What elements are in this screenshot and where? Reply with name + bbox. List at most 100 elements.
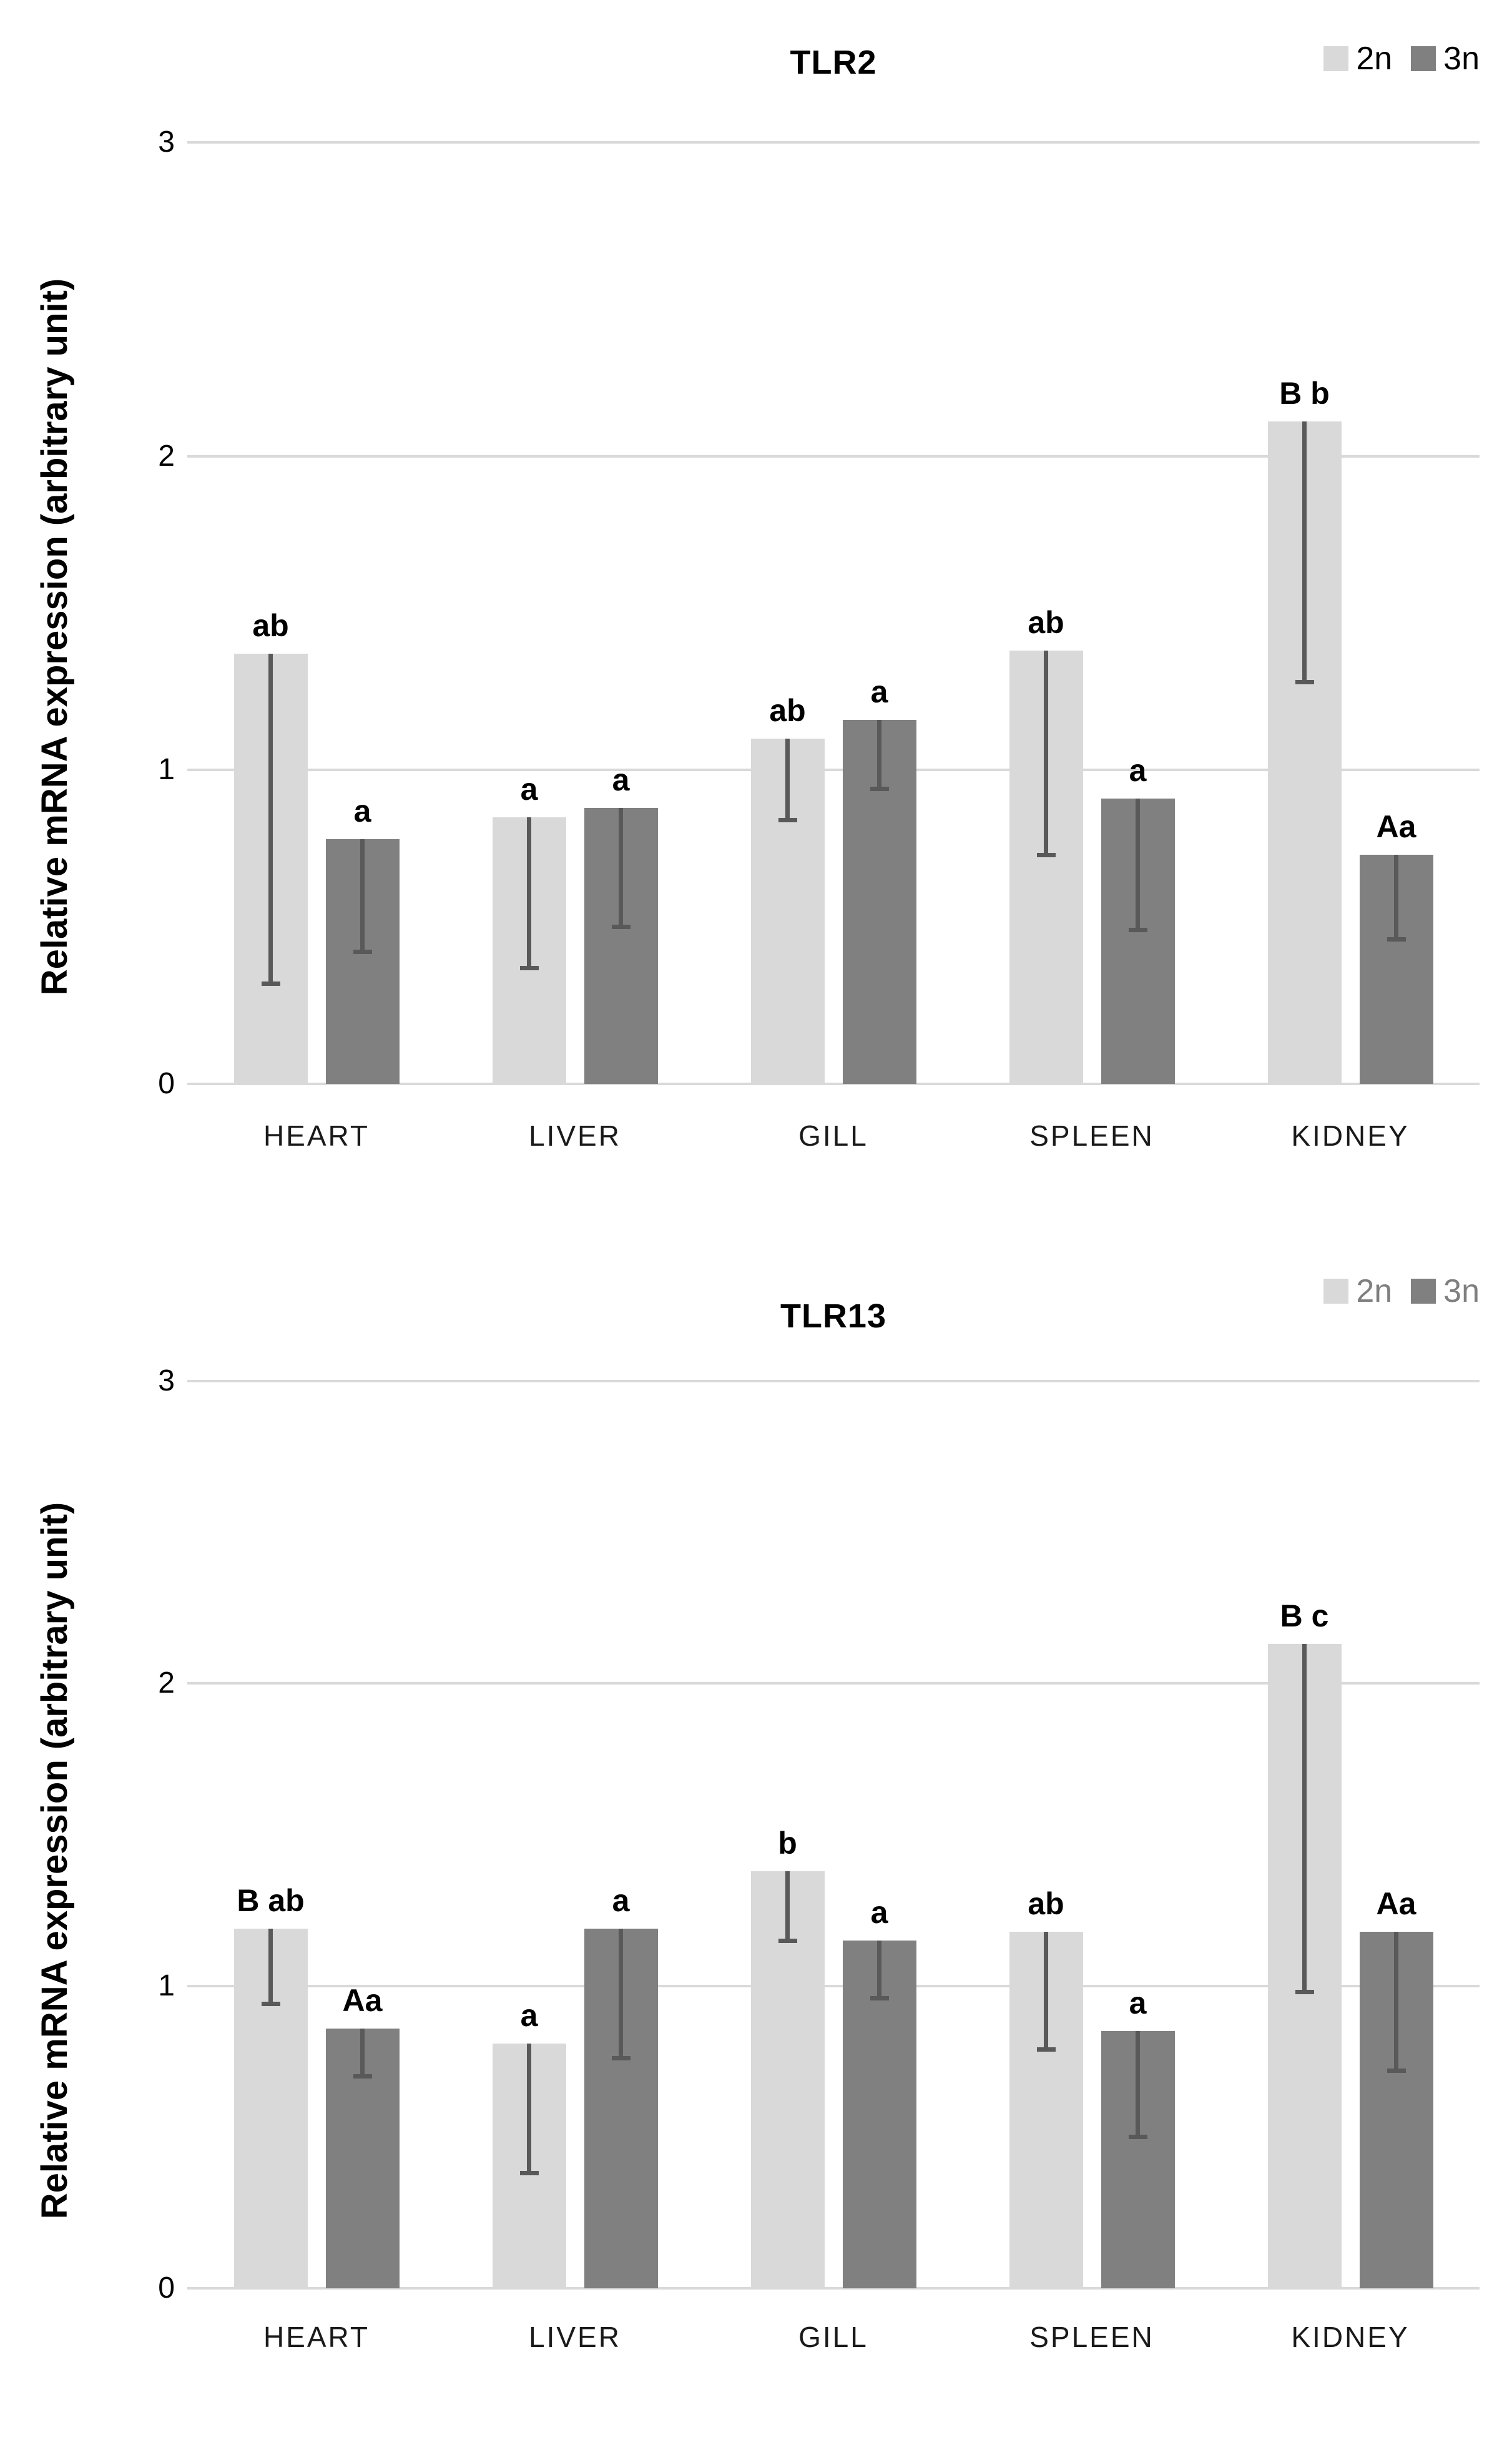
error-bar-tlr2-spleen-2n [1044,651,1048,855]
significance-label-tlr13-kidney-3n: Aa [1376,1886,1416,1921]
y-tick-label-2: 2 [158,1666,175,1700]
error-bar-tlr2-gill-2n [785,739,790,820]
y-tick-label-0: 0 [158,2271,175,2305]
significance-label-tlr2-heart-2n: ab [252,608,289,644]
error-bar-tlr13-gill-3n [877,1941,881,1999]
legend-label-3n: 3n [1443,1273,1480,1309]
error-bar-cap-tlr2-heart-3n [353,950,372,955]
category-label-kidney: KIDNEY [1291,1119,1410,1152]
chart-title-tlr2: TLR2 [790,43,877,81]
error-bar-cap-tlr2-kidney-2n [1295,680,1314,685]
figure-canvas: { "colors": { "bar_2n": "#d9d9d9", "bar_… [0,0,1512,2378]
significance-label-tlr13-heart-3n: Aa [342,1982,383,2018]
category-label-spleen: SPLEEN [1029,2321,1154,2353]
gridline-y2 [187,455,1480,458]
error-bar-tlr13-liver-2n [527,2043,531,2173]
error-bar-cap-tlr13-liver-2n [519,2171,539,2176]
category-label-kidney: KIDNEY [1291,2321,1410,2353]
significance-label-tlr2-kidney-2n: B b [1279,376,1330,411]
y-tick-label-1: 1 [158,1969,175,2002]
category-label-liver: LIVER [529,2321,621,2353]
y-tick-label-0: 0 [158,1067,175,1100]
y-tick-label-1: 1 [158,753,175,787]
significance-label-tlr13-spleen-3n: a [1129,1985,1147,2021]
error-bar-cap-tlr2-gill-2n [778,818,797,823]
error-bar-cap-tlr2-gill-3n [870,786,889,791]
error-bar-cap-tlr13-heart-3n [353,2074,372,2079]
error-bar-cap-tlr13-gill-3n [870,1995,889,2000]
legend-label-2n: 2n [1356,1273,1393,1309]
error-bar-tlr2-gill-3n [877,719,881,789]
legend-tlr13: 2n 3n [1323,1275,1480,1307]
chart-tlr13: 0 1 2 3 HEART B ab Aa LIVER a a GILL b a SPLEEN ab a KID… [0,1189,1512,2378]
error-bar-tlr2-spleen-3n [1136,798,1140,930]
error-bar-tlr2-heart-2n [268,654,273,984]
error-bar-cap-tlr2-heart-2n [261,981,280,986]
y-axis-title-tlr2: Relative mRNA expression (arbitrary unit… [34,278,75,996]
category-label-liver: LIVER [529,1119,621,1152]
error-bar-tlr13-spleen-2n [1044,1931,1048,2050]
significance-label-tlr2-liver-2n: a [520,771,538,807]
error-bar-cap-tlr13-spleen-3n [1128,2135,1147,2140]
plot-area-tlr13: 0 1 2 3 HEART B ab Aa LIVER a a GILL b a SPLEEN ab a KID… [0,1189,1512,2378]
error-bar-tlr2-liver-2n [527,817,531,968]
significance-label-tlr2-kidney-3n: Aa [1376,809,1416,845]
error-bar-tlr2-liver-3n [619,807,623,927]
error-bar-tlr13-spleen-3n [1136,2031,1140,2137]
error-bar-cap-tlr2-spleen-3n [1128,928,1147,933]
error-bar-tlr13-liver-3n [619,1928,623,2059]
error-bar-cap-tlr13-liver-3n [611,2056,631,2061]
plot-area-tlr2: 0 1 2 3 HEART ab a LIVER a a GILL ab a SPLEEN ab a KIDNE… [0,0,1512,1189]
chart-title-tlr13: TLR13 [780,1297,887,1335]
significance-label-tlr13-liver-2n: a [520,1997,538,2033]
error-bar-tlr13-gill-2n [785,1871,790,1941]
category-label-heart: HEART [263,2321,370,2353]
significance-label-tlr2-liver-3n: a [612,762,630,797]
gridline-y0 [187,1083,1480,1085]
error-bar-tlr13-kidney-3n [1394,1931,1398,2071]
error-bar-tlr2-heart-3n [360,839,365,952]
error-bar-tlr2-kidney-2n [1302,421,1307,682]
error-bar-cap-tlr13-kidney-2n [1295,1989,1314,1994]
category-label-heart: HEART [263,1119,370,1152]
significance-label-tlr2-gill-2n: ab [769,693,806,729]
gridline-y1 [187,769,1480,772]
significance-label-tlr2-heart-3n: a [353,793,371,829]
gridline-y2 [187,1682,1480,1685]
error-bar-tlr13-heart-3n [360,2028,365,2077]
chart-tlr2: 0 1 2 3 HEART ab a LIVER a a GILL ab a SPLEEN ab a KIDNE… [0,0,1512,1189]
category-label-gill: GILL [798,2321,868,2353]
y-tick-label-3: 3 [158,125,175,159]
error-bar-cap-tlr2-kidney-3n [1387,937,1406,942]
legend-label-2n: 2n [1356,41,1393,77]
error-bar-cap-tlr13-gill-2n [778,1938,797,1943]
error-bar-cap-tlr2-liver-2n [519,965,539,970]
significance-label-tlr13-liver-3n: a [612,1882,630,1918]
error-bar-cap-tlr13-spleen-2n [1036,2047,1056,2052]
significance-label-tlr13-spleen-2n: ab [1028,1886,1064,1921]
error-bar-tlr13-kidney-2n [1302,1644,1307,1992]
error-bar-tlr13-heart-2n [268,1928,273,2004]
significance-label-tlr2-spleen-2n: ab [1028,605,1064,641]
error-bar-cap-tlr13-kidney-3n [1387,2068,1406,2073]
y-axis-title-tlr13: Relative mRNA expression (arbitrary unit… [34,1502,75,2220]
gridline-y1 [187,1984,1480,1987]
significance-label-tlr13-kidney-2n: B c [1280,1598,1329,1634]
error-bar-cap-tlr2-spleen-2n [1036,852,1056,857]
gridline-y3 [187,140,1480,144]
legend-swatch-2n [1323,1279,1349,1304]
gridline-y0 [187,2287,1480,2290]
error-bar-cap-tlr2-liver-3n [611,925,631,930]
legend-swatch-3n [1411,46,1436,71]
error-bar-cap-tlr13-heart-2n [261,2002,280,2007]
legend-label-3n: 3n [1443,41,1480,77]
significance-label-tlr2-spleen-3n: a [1129,752,1147,788]
y-tick-label-2: 2 [158,439,175,473]
gridline-y3 [187,1380,1480,1383]
y-tick-label-3: 3 [158,1364,175,1398]
category-label-gill: GILL [798,1119,868,1152]
legend-tlr2: 2n 3n [1323,42,1480,75]
significance-label-tlr13-gill-3n: a [870,1895,888,1931]
legend-swatch-2n [1323,46,1349,71]
error-bar-tlr2-kidney-3n [1394,855,1398,940]
